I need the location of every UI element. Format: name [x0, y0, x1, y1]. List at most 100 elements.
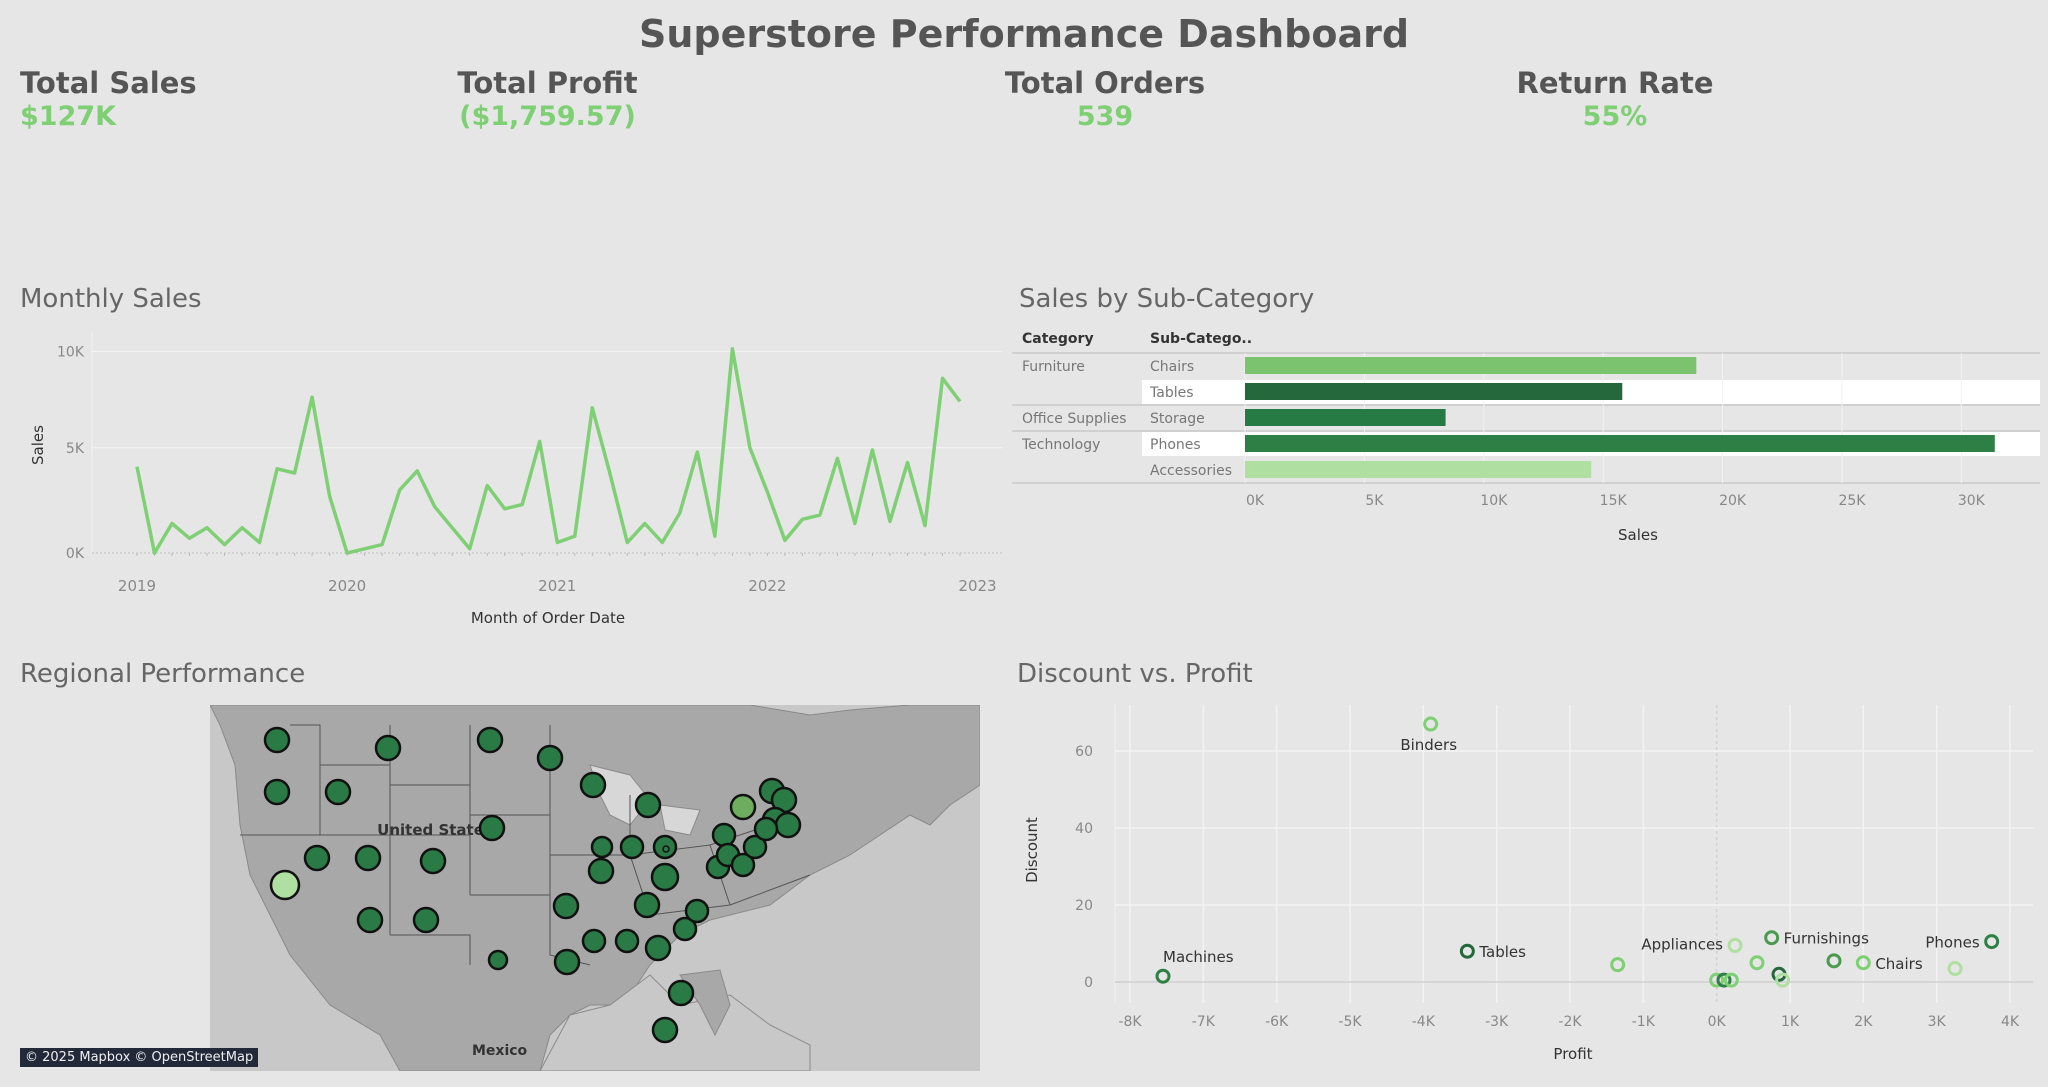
scatter-point — [1155, 968, 1171, 984]
y-tick-label: 5K — [66, 441, 85, 457]
map-marker[interactable] — [579, 771, 607, 799]
x-tick-label: 25K — [1838, 493, 1866, 509]
y-tick-label: 20 — [1075, 898, 1093, 914]
map-marker[interactable] — [419, 847, 447, 875]
map-marker[interactable] — [354, 844, 382, 872]
scatter-point — [1947, 961, 1963, 977]
column-header-subcategory: Sub-Catego.. — [1150, 331, 1252, 347]
map-marker[interactable] — [374, 734, 402, 762]
map-marker[interactable] — [552, 892, 580, 920]
x-tick-label: 0K — [1246, 493, 1265, 509]
kpi-value: $127K — [20, 101, 117, 132]
map-marker[interactable] — [614, 928, 640, 954]
scatter-point — [1775, 972, 1791, 988]
x-axis-title: Sales — [1618, 526, 1658, 544]
map-marker[interactable] — [774, 811, 802, 839]
map-marker[interactable] — [263, 726, 291, 754]
x-tick-label: 3K — [1928, 1014, 1947, 1030]
kpi-label: Total Profit — [457, 66, 638, 100]
subcategory-label: Chairs — [1150, 359, 1194, 375]
y-tick-label: 60 — [1075, 744, 1093, 760]
x-tick-label: -8K — [1118, 1014, 1142, 1030]
map-canvas[interactable]: United States Mexico — [210, 705, 980, 1071]
point-label: Phones — [1925, 934, 1979, 952]
category-label: Technology — [1021, 437, 1100, 453]
map-marker[interactable] — [324, 778, 352, 806]
map-marker[interactable] — [730, 852, 756, 878]
map-label-united-states: United States — [377, 821, 493, 839]
map-marker[interactable] — [667, 979, 695, 1007]
map-markers[interactable] — [263, 726, 802, 1044]
kpi-label: Return Rate — [1516, 66, 1714, 100]
map-marker[interactable] — [650, 862, 680, 892]
map-marker[interactable] — [634, 791, 662, 819]
sales-bar — [1245, 461, 1592, 478]
regional-map[interactable]: United States Mexico — [210, 705, 980, 1071]
kpi-label: Total Sales — [20, 66, 197, 100]
kpi-value: 539 — [1076, 101, 1134, 132]
kpi-total-profit: Total Profit ($1,759.57) — [440, 66, 655, 132]
column-header-category: Category — [1022, 331, 1094, 347]
point-label: Binders — [1400, 736, 1457, 754]
scatter-point — [1423, 716, 1439, 732]
map-label-mexico: Mexico — [472, 1043, 528, 1059]
map-marker[interactable] — [672, 916, 698, 942]
map-marker[interactable] — [711, 822, 737, 848]
map-marker[interactable] — [263, 778, 291, 806]
kpi-label: Total Orders — [1004, 66, 1206, 100]
map-marker[interactable] — [553, 948, 581, 976]
map-marker[interactable] — [729, 793, 757, 821]
point-label: Machines — [1163, 948, 1234, 966]
y-axis-title: Discount — [1023, 817, 1041, 883]
map-marker[interactable] — [303, 844, 331, 872]
scatter-title: Discount vs. Profit — [1017, 659, 1253, 689]
scatter-point — [1826, 953, 1842, 969]
map-marker[interactable] — [587, 857, 615, 885]
map-marker[interactable] — [633, 891, 661, 919]
map-marker[interactable] — [753, 816, 779, 842]
x-tick-label: -2K — [1558, 1014, 1582, 1030]
florida — [679, 969, 731, 1037]
x-tick-label: 2019 — [118, 577, 156, 595]
scatter-point — [1749, 955, 1765, 971]
map-attribution[interactable]: © 2025 Mapbox © OpenStreetMap — [20, 1048, 259, 1067]
map-marker[interactable] — [412, 906, 440, 934]
x-tick-label: 30K — [1958, 493, 1986, 509]
map-marker[interactable] — [356, 906, 384, 934]
map-marker[interactable] — [651, 1016, 679, 1044]
point-label: Chairs — [1875, 955, 1923, 973]
x-axis-title: Profit — [1553, 1045, 1592, 1063]
map-marker[interactable] — [581, 928, 607, 954]
sales-bar — [1245, 383, 1623, 400]
map-marker[interactable] — [476, 726, 504, 754]
y-tick-label: 0K — [66, 546, 85, 562]
x-tick-label: 4K — [2001, 1014, 2020, 1030]
scatter-point — [1610, 957, 1626, 973]
subcategory-label: Accessories — [1150, 463, 1232, 479]
monthly-sales-title: Monthly Sales — [20, 284, 202, 314]
map-marker[interactable] — [590, 835, 614, 859]
kpi-total-sales: Total Sales $127K — [20, 66, 197, 132]
kpi-value: 55% — [1582, 101, 1648, 132]
map-marker[interactable] — [684, 898, 710, 924]
dashboard-title: Superstore Performance Dashboard — [638, 12, 1410, 56]
sales-bar — [1245, 357, 1697, 374]
x-tick-label: 0K — [1708, 1014, 1727, 1030]
category-label: Office Supplies — [1022, 411, 1127, 427]
map-marker[interactable] — [619, 834, 645, 860]
map-marker[interactable] — [269, 869, 301, 901]
scatter-point — [1764, 930, 1780, 946]
x-tick-label: 2022 — [748, 577, 786, 595]
map-marker[interactable] — [487, 949, 509, 971]
y-tick-label: 0 — [1084, 975, 1093, 991]
x-tick-label: 15K — [1600, 493, 1628, 509]
map-marker[interactable] — [536, 744, 564, 772]
point-label: Appliances — [1641, 935, 1723, 953]
map-marker[interactable] — [644, 934, 672, 962]
map-marker[interactable] — [478, 814, 506, 842]
sales-bar — [1245, 435, 1995, 452]
scatter-point — [1984, 934, 2000, 950]
x-tick-label: 10K — [1480, 493, 1508, 509]
map-marker[interactable] — [662, 845, 670, 853]
map-marker[interactable] — [742, 834, 768, 860]
